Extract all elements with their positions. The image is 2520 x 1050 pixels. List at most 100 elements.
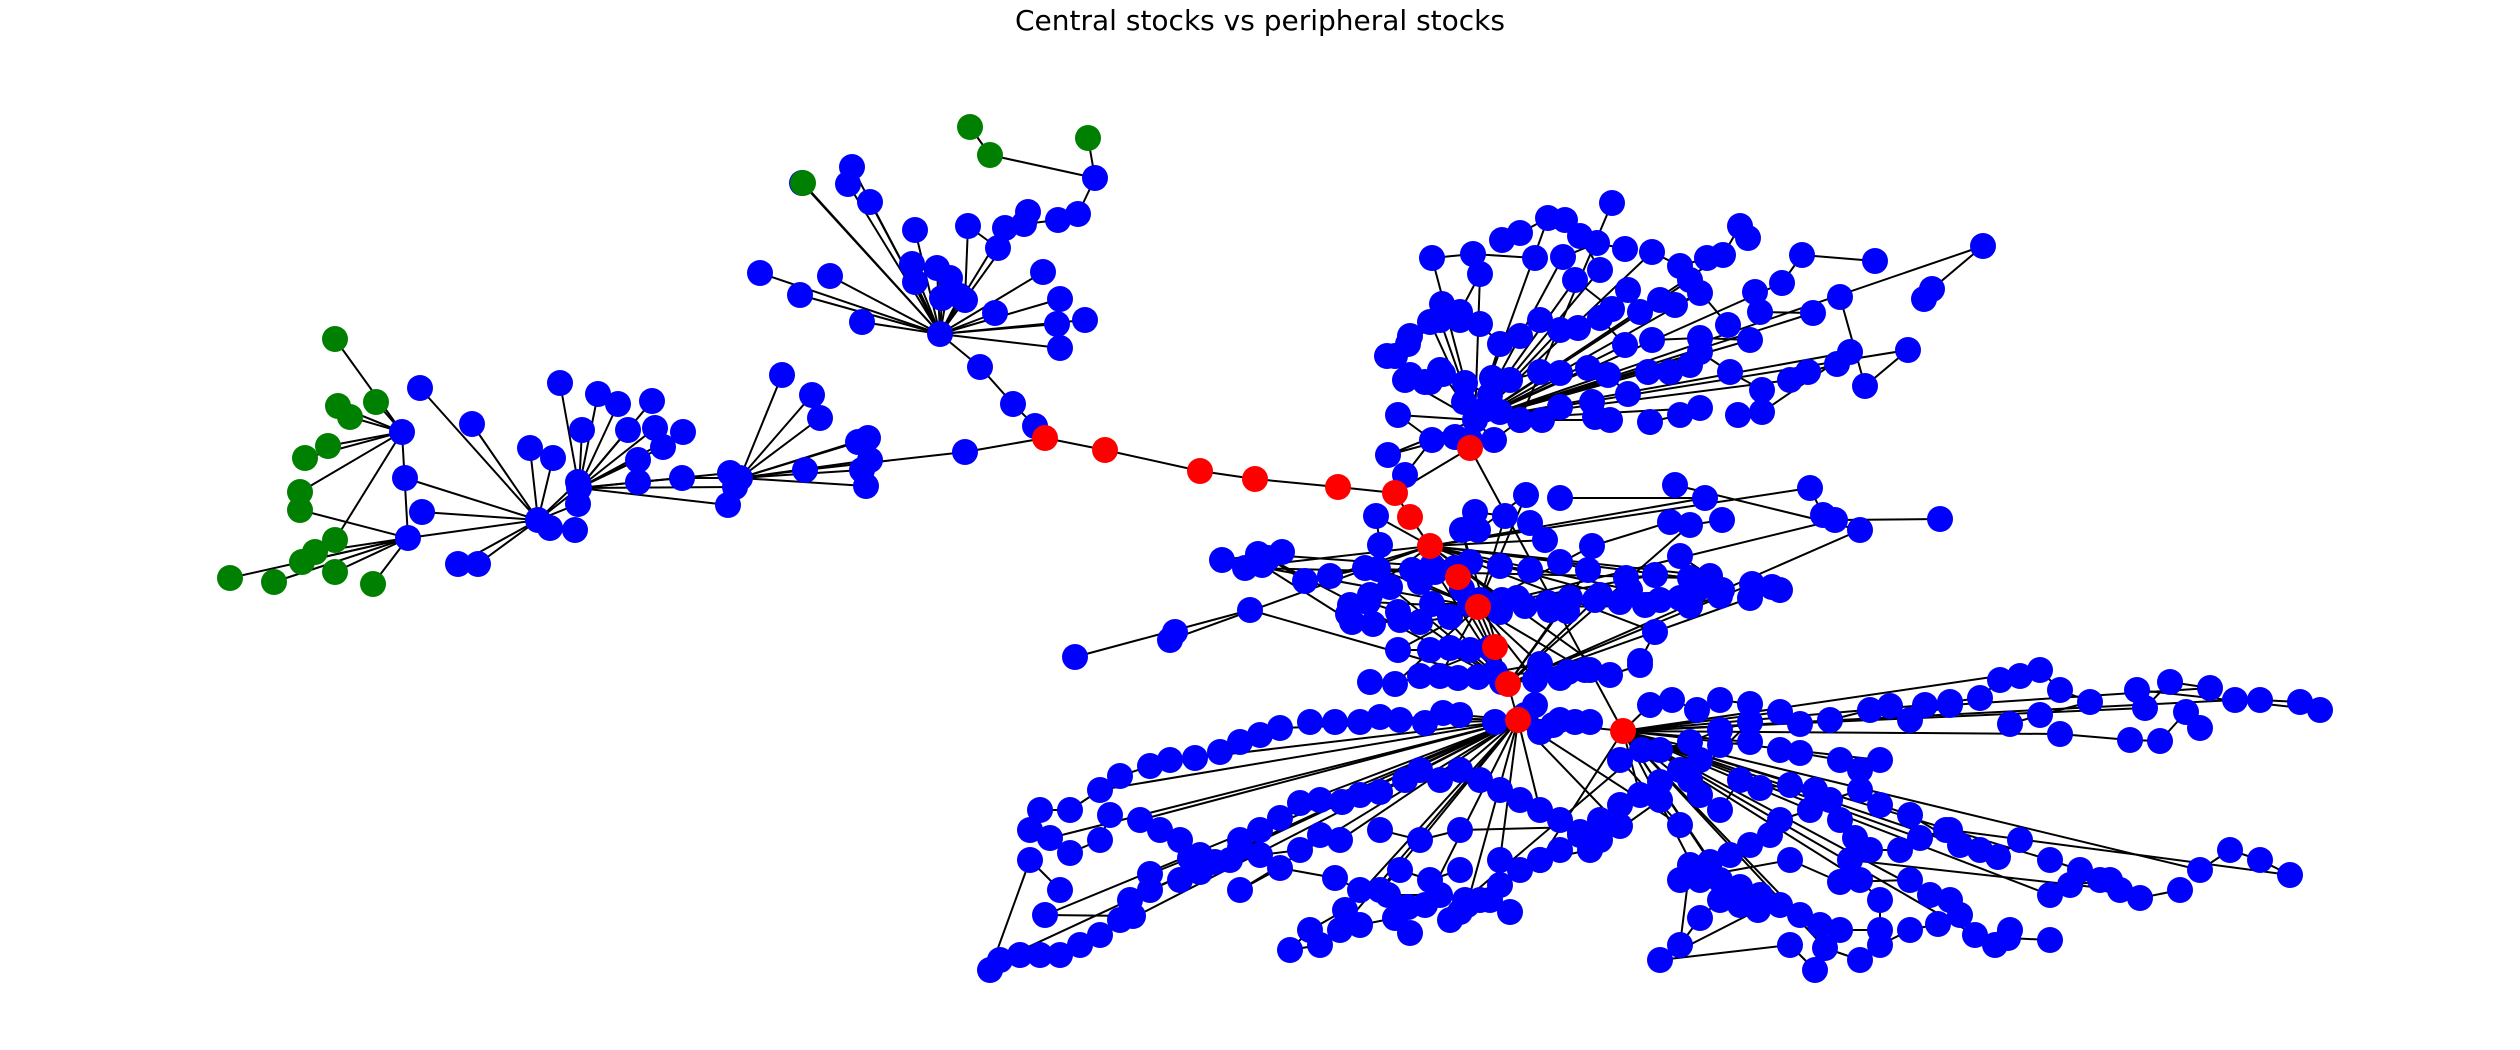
stock-node [1867,792,1893,818]
peripheral-stock-node [261,569,287,595]
stock-node [1857,697,1883,723]
stock-node [1182,745,1208,771]
central-stock-node [1397,504,1423,530]
stock-node [1707,583,1733,609]
stock-node [1887,837,1913,863]
stock-node [565,491,591,517]
graph-edge [404,477,539,521]
stock-node [1709,507,1735,533]
stock-node [562,517,588,543]
stock-node [1527,307,1553,333]
stock-node [985,235,1011,261]
stock-node [1375,442,1401,468]
stock-node [1447,817,1473,843]
stock-node [1382,671,1408,697]
stock-node [1745,897,1771,923]
stock-node [799,382,825,408]
peripheral-stock-node [1075,125,1101,151]
stock-node [1767,699,1793,725]
graph-edge [1539,730,1624,861]
graph-edge [1104,449,1201,472]
stock-node [1911,286,1937,312]
stock-node [1627,299,1653,325]
stock-node [1097,802,1123,828]
peripheral-stock-node [322,527,348,553]
stock-node [1387,707,1413,733]
stock-node [1249,552,1275,578]
stock-node [1419,245,1445,271]
graph-edge [739,417,821,479]
stock-node [1642,619,1668,645]
stock-node [1587,807,1613,833]
stock-node [1513,482,1539,508]
stock-node [1967,685,1993,711]
stock-node [1737,327,1763,353]
graph-edge [861,321,941,335]
stock-node [839,154,865,180]
stock-node [1322,709,1348,735]
stock-node [1467,261,1493,287]
peripheral-stock-node [957,114,983,140]
stock-node [1447,857,1473,883]
stock-node [1363,503,1389,529]
stock-node [1277,937,1303,963]
stock-node [1307,787,1333,813]
stock-node [1687,782,1713,808]
stock-node [1527,797,1553,823]
stock-node [465,551,491,577]
stock-node [1547,317,1573,343]
stock-node [2117,727,2143,753]
stock-node [853,473,879,499]
graph-edge [273,537,409,583]
stock-node [2007,827,2033,853]
graph-edge [578,427,656,489]
stock-node [1287,790,1313,816]
stock-node [1481,427,1507,453]
stock-node [1667,402,1693,428]
stock-node [1572,657,1598,683]
stock-node [1827,747,1853,773]
stock-node [1587,582,1613,608]
graph-edge [939,333,1061,349]
stock-node [1749,399,1775,425]
graph-edge [829,275,941,335]
stock-node [407,375,433,401]
stock-node [1987,667,2013,693]
stock-node [585,381,611,407]
stock-node [1615,381,1641,407]
stock-node [1895,337,1921,363]
stock-node [1487,599,1513,625]
stock-node [1529,407,1555,433]
peripheral-stock-node [287,479,313,505]
graph-edge [1507,599,1596,685]
graph-edge [1834,518,1941,521]
stock-node [625,447,651,473]
stock-node [1629,737,1655,763]
stock-node [1777,932,1803,958]
stock-node [1615,277,1641,303]
peripheral-stock-node [217,565,243,591]
stock-node [1725,402,1751,428]
stock-node [1512,593,1538,619]
stock-node [1717,842,1743,868]
stock-node [1547,549,1573,575]
stock-node [2287,689,2313,715]
stock-node [1742,279,1768,305]
stock-node [1360,611,1386,637]
stock-node [2217,837,2243,863]
stock-node [1487,777,1513,803]
stock-node [1897,707,1923,733]
central-stock-node [1187,458,1213,484]
stock-node [1087,827,1113,853]
stock-node [1802,957,1828,983]
stock-node [1547,360,1573,386]
central-stock-node [1457,435,1483,461]
stock-node [1352,555,1378,581]
stock-node [1347,709,1373,735]
stock-node [1642,562,1668,588]
peripheral-stock-node [337,404,363,430]
stock-node [1107,763,1133,789]
stock-node [1307,932,1333,958]
graph-edge [739,394,813,479]
stock-node [2187,715,2213,741]
